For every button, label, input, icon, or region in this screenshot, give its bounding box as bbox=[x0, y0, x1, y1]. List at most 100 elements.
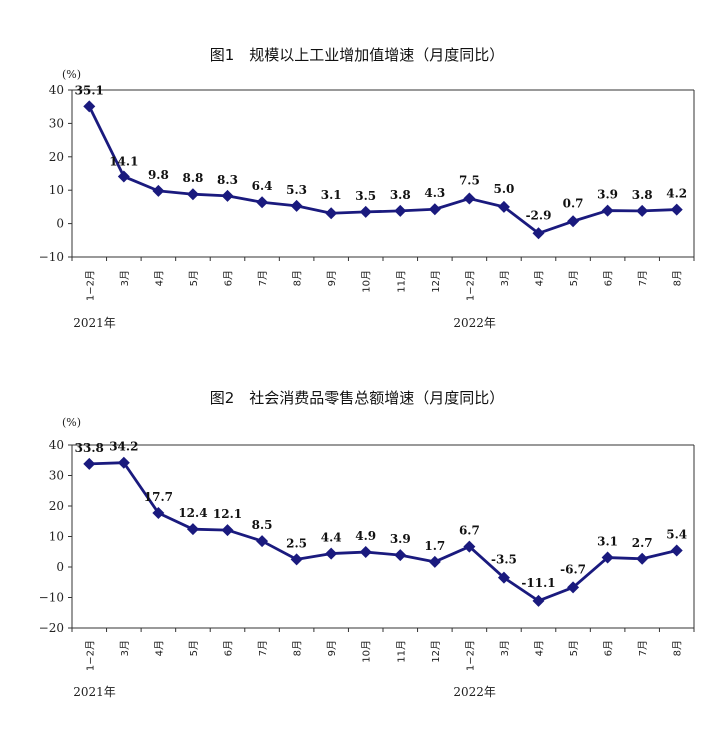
data-label: -3.5 bbox=[491, 553, 517, 567]
chart-retail-growth: 图2 社会消费品零售总额增速（月度同比） (%) −20 −10 0 10 20 30 40 1−… bbox=[0, 360, 714, 735]
data-point bbox=[567, 215, 580, 228]
data-label: 5.0 bbox=[493, 182, 514, 196]
data-label: 12.1 bbox=[213, 507, 242, 521]
data-point bbox=[117, 170, 130, 183]
data-point bbox=[601, 551, 614, 564]
data-point bbox=[670, 203, 683, 216]
data-label: 8.3 bbox=[217, 173, 238, 187]
data-label: 3.1 bbox=[597, 535, 618, 549]
x-tick-label: 6月 bbox=[223, 270, 235, 286]
data-point bbox=[83, 100, 96, 113]
x-tick-label: 6月 bbox=[603, 270, 615, 286]
y-tick-label: 30 bbox=[49, 116, 64, 130]
y-tick-label: 30 bbox=[49, 469, 64, 483]
data-point bbox=[532, 594, 545, 607]
data-point bbox=[428, 203, 441, 216]
data-point bbox=[83, 457, 96, 470]
data-point bbox=[325, 547, 338, 560]
data-label: -2.9 bbox=[526, 208, 552, 222]
data-label: -6.7 bbox=[560, 562, 586, 576]
x-tick-label: 3月 bbox=[119, 640, 131, 656]
data-label: 8.8 bbox=[182, 171, 203, 185]
data-point bbox=[256, 535, 269, 548]
y-tick-label: −20 bbox=[39, 621, 64, 635]
data-label: 4.3 bbox=[424, 186, 445, 200]
data-label: 3.9 bbox=[597, 188, 618, 202]
data-label: 4.4 bbox=[321, 531, 342, 545]
data-label: -11.1 bbox=[521, 576, 555, 590]
y-tick-label: 10 bbox=[49, 183, 64, 197]
year-label: 2022年 bbox=[453, 685, 496, 699]
data-label: 2.5 bbox=[286, 536, 307, 550]
data-label: 7.5 bbox=[459, 174, 480, 188]
x-tick-label: 8月 bbox=[672, 640, 684, 656]
data-point bbox=[290, 553, 303, 566]
data-point bbox=[601, 204, 614, 217]
chart-industrial-growth: 图1 规模以上工业增加值增速（月度同比） (%) −10 0 10 20 30 40 1−2月 3… bbox=[0, 0, 714, 350]
year-label: 2022年 bbox=[453, 316, 496, 330]
x-tick-label: 4月 bbox=[153, 640, 165, 656]
data-label: 34.2 bbox=[109, 440, 138, 454]
data-label: 17.7 bbox=[144, 490, 173, 504]
data-point bbox=[497, 571, 510, 584]
data-label: 14.1 bbox=[109, 155, 138, 169]
data-point bbox=[394, 549, 407, 562]
data-point bbox=[186, 523, 199, 536]
data-point bbox=[428, 555, 441, 568]
y-axis-unit: (%) bbox=[62, 68, 81, 81]
data-label: 2.7 bbox=[632, 536, 653, 550]
data-label: 0.7 bbox=[563, 196, 584, 210]
data-point bbox=[636, 204, 649, 217]
y-tick-label: 40 bbox=[49, 83, 64, 97]
x-tick-label: 10月 bbox=[361, 270, 373, 293]
data-point bbox=[463, 192, 476, 205]
data-label: 5.4 bbox=[666, 528, 687, 542]
y-tick-label: 0 bbox=[56, 217, 64, 231]
series-line bbox=[88, 105, 677, 235]
x-tick-label: 5月 bbox=[188, 270, 200, 286]
chart-title: 图1 规模以上工业增加值增速（月度同比） bbox=[210, 46, 505, 64]
x-tick-label: 6月 bbox=[603, 640, 615, 656]
data-point bbox=[152, 184, 165, 197]
data-point bbox=[256, 196, 269, 209]
x-tick-label: 5月 bbox=[568, 640, 580, 656]
x-tick-label: 8月 bbox=[672, 270, 684, 286]
x-tick-label: 7月 bbox=[257, 640, 269, 656]
data-point bbox=[497, 200, 510, 213]
data-label: 6.7 bbox=[459, 524, 480, 538]
data-label: 3.5 bbox=[355, 189, 376, 203]
y-tick-label: 0 bbox=[56, 560, 64, 574]
data-point bbox=[359, 546, 372, 559]
y-tick-label: 40 bbox=[49, 438, 64, 452]
x-tick-label: 7月 bbox=[637, 640, 649, 656]
data-label: 3.8 bbox=[390, 188, 411, 202]
data-label: 8.5 bbox=[252, 518, 273, 532]
y-tick-label: 20 bbox=[49, 150, 64, 164]
x-tick-label: 10月 bbox=[361, 640, 373, 663]
data-label: 4.9 bbox=[355, 529, 376, 543]
x-tick-label: 4月 bbox=[534, 640, 546, 656]
x-tick-label: 9月 bbox=[326, 640, 338, 656]
x-tick-label: 12月 bbox=[430, 640, 442, 663]
data-label: 3.8 bbox=[632, 188, 653, 202]
x-tick-label: 8月 bbox=[292, 640, 304, 656]
x-tick-label: 6月 bbox=[223, 640, 235, 656]
year-label: 2021年 bbox=[73, 316, 116, 330]
data-point bbox=[670, 544, 683, 557]
data-label: 3.1 bbox=[321, 188, 342, 202]
series-line bbox=[89, 461, 678, 603]
data-point bbox=[290, 199, 303, 212]
x-tick-label: 11月 bbox=[395, 640, 407, 663]
x-tick-label: 8月 bbox=[292, 270, 304, 286]
data-label: 9.8 bbox=[148, 168, 169, 182]
x-tick-label: 9月 bbox=[326, 270, 338, 286]
x-tick-label: 4月 bbox=[153, 270, 165, 286]
x-tick-label: 7月 bbox=[637, 270, 649, 286]
data-label: 3.9 bbox=[390, 532, 411, 546]
data-point bbox=[186, 188, 199, 201]
data-label: 33.8 bbox=[75, 441, 104, 455]
x-tick-label: 5月 bbox=[188, 640, 200, 656]
y-tick-label: −10 bbox=[39, 250, 64, 264]
x-tick-label: 3月 bbox=[499, 640, 511, 656]
data-label: 12.4 bbox=[178, 506, 207, 520]
